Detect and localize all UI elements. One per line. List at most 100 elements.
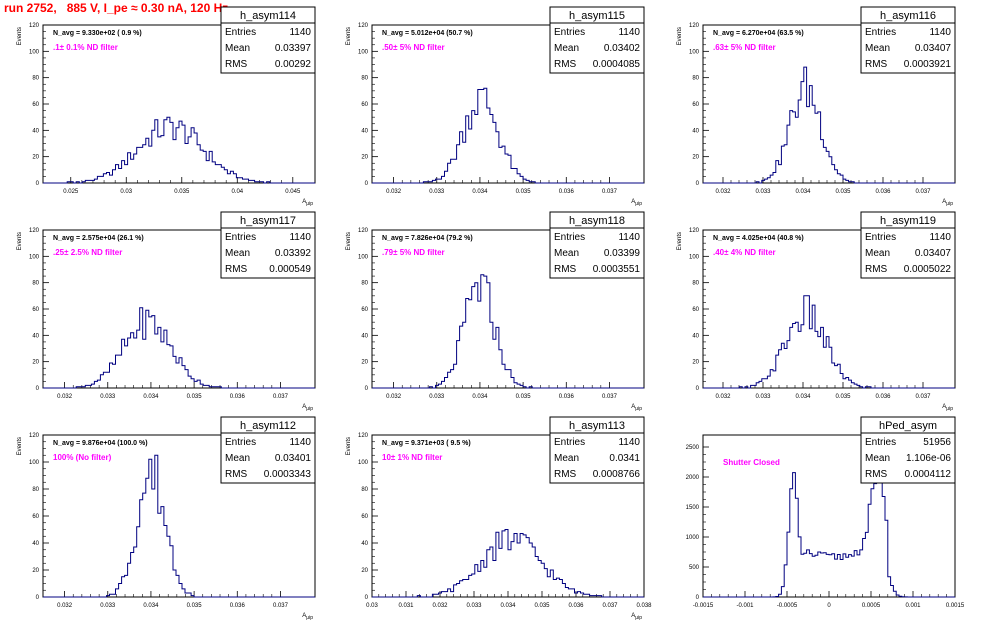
x-axis-label-subscript: μip <box>635 406 642 412</box>
stats-value-rms: 0.0005022 <box>904 264 952 275</box>
x-axis-label: Aμip <box>631 613 642 621</box>
x-tick-label: 0.034 <box>143 394 159 400</box>
x-tick-label: 0.035 <box>187 394 203 400</box>
histogram-panel-h_asym114: 0 20 40 60 80 100 120 0.025 0.03 0.035 0.04 0.045 Ev… <box>17 6 316 207</box>
stats-label-entries: Entries <box>554 232 585 243</box>
stats-label-mean: Mean <box>225 43 250 54</box>
x-tick-label: 0.03 <box>120 189 132 195</box>
stats-label-mean: Mean <box>225 248 250 259</box>
x-tick-label: 0.037 <box>273 603 289 609</box>
x-tick-label: 0.038 <box>636 603 652 609</box>
stats-label-entries: Entries <box>865 232 896 243</box>
stats-value-entries: 1140 <box>929 27 951 38</box>
navg-label: N_avg = 5.012e+04 (50.7 %) <box>382 30 473 37</box>
x-tick-label: 0.032 <box>57 394 73 400</box>
y-tick-label: 120 <box>29 433 40 439</box>
y-tick-label: 80 <box>361 76 368 82</box>
x-axis-label: Aμip <box>631 199 642 207</box>
y-tick-label: 20 <box>692 360 699 366</box>
y-tick-label: 40 <box>32 541 39 547</box>
x-axis-label-subscript: μip <box>946 406 953 412</box>
histogram-line <box>372 529 644 598</box>
y-tick-label: 0 <box>696 181 700 187</box>
x-tick-label: 0.034 <box>472 394 488 400</box>
stats-box-title: h_asym117 <box>240 215 296 227</box>
y-tick-label: 100 <box>358 460 369 466</box>
histogram-line <box>372 274 644 389</box>
x-tick-label: 0.04 <box>231 189 243 195</box>
stats-value-entries: 1140 <box>289 27 311 38</box>
y-tick-label: 0 <box>36 386 40 392</box>
stats-value-mean: 0.03399 <box>604 248 641 259</box>
navg-label: N_avg = 2.575e+04 (26.1 %) <box>53 235 144 242</box>
x-tick-label: 0.032 <box>432 603 448 609</box>
histogram-line <box>43 307 315 389</box>
annotation-label: .25± 2.5% ND filter <box>53 248 122 257</box>
y-tick-label: 100 <box>29 49 40 55</box>
stats-value-entries: 1140 <box>289 437 311 448</box>
stats-label-mean: Mean <box>554 43 579 54</box>
x-tick-label: 0.035 <box>516 394 532 400</box>
stats-label-entries: Entries <box>554 437 585 448</box>
stats-label-rms: RMS <box>225 59 248 70</box>
stats-value-entries: 1140 <box>289 232 311 243</box>
x-tick-label: 0.033 <box>429 189 445 195</box>
x-tick-label: 0.037 <box>915 189 931 195</box>
stats-value-entries: 1140 <box>618 27 640 38</box>
y-tick-label: 100 <box>358 49 369 55</box>
stats-value-rms: 0.0004085 <box>593 59 641 70</box>
x-tick-label: 0.037 <box>915 394 931 400</box>
y-tick-label: 0 <box>36 181 40 187</box>
navg-label: N_avg = 9.371e+03 ( 9.5 %) <box>382 440 471 447</box>
y-tick-label: 120 <box>689 23 700 29</box>
x-tick-label: 0.036 <box>875 394 891 400</box>
y-tick-label: 120 <box>29 23 40 29</box>
stats-box <box>220 6 316 74</box>
x-tick-label: 0.035 <box>835 189 851 195</box>
stats-value-rms: 0.0008766 <box>593 469 641 480</box>
stats-label-mean: Mean <box>865 453 890 464</box>
x-axis-label-subscript: μip <box>946 201 953 207</box>
y-tick-label: 20 <box>32 568 39 574</box>
stats-value-rms: 0.00292 <box>275 59 312 70</box>
x-tick-label: 0.037 <box>273 394 289 400</box>
x-tick-label: 0.001 <box>905 603 921 609</box>
x-tick-label: 0.034 <box>795 394 811 400</box>
histogram-line <box>703 295 955 389</box>
y-tick-label: 60 <box>32 514 39 520</box>
y-tick-label: 120 <box>358 23 369 29</box>
stats-value-mean: 0.03392 <box>275 248 312 259</box>
y-tick-label: 80 <box>692 76 699 82</box>
stats-box-title: h_asym115 <box>569 10 625 22</box>
y-tick-label: 60 <box>361 102 368 108</box>
x-tick-label: 0.036 <box>568 603 584 609</box>
x-tick-label: 0.0005 <box>862 603 881 609</box>
stats-value-entries: 1140 <box>929 232 951 243</box>
stats-box <box>549 416 645 484</box>
y-tick-label: 0 <box>365 386 369 392</box>
x-tick-label: 0.032 <box>715 189 731 195</box>
x-axis-label-subscript: μip <box>306 201 313 207</box>
stats-label-rms: RMS <box>865 469 888 480</box>
y-axis-label: Events <box>17 232 23 250</box>
y-axis-label: Events <box>17 27 23 45</box>
histogram-line <box>43 116 315 184</box>
stats-label-entries: Entries <box>865 437 896 448</box>
navg-label: N_avg = 9.330e+02 ( 0.9 %) <box>53 30 142 37</box>
annotation-label: .1± 0.1% ND filter <box>53 43 118 52</box>
annotation-label: .50± 5% ND filter <box>382 43 445 52</box>
stats-value-rms: 0.000549 <box>269 264 311 275</box>
y-tick-label: 2000 <box>686 475 700 481</box>
stats-value-entries: 51956 <box>923 437 951 448</box>
annotation-label: .40± 4% ND filter <box>713 248 776 257</box>
x-tick-label: 0.036 <box>875 189 891 195</box>
x-axis-label: Aμip <box>631 404 642 412</box>
x-tick-label: 0.036 <box>559 189 575 195</box>
navg-label: N_avg = 7.826e+04 (79.2 %) <box>382 235 473 242</box>
x-axis-label: Aμip <box>302 404 313 412</box>
stats-value-mean: 1.106e-06 <box>906 453 951 464</box>
histogram-panel-h_asym117: 0 20 40 60 80 100 120 0.032 0.033 0.034 0.035 0.036… <box>17 211 316 412</box>
histogram-panel-h_asym118: 0 20 40 60 80 100 120 0.032 0.033 0.034 0.035 0.036… <box>346 211 645 412</box>
stats-box <box>860 416 956 484</box>
stats-label-rms: RMS <box>554 469 577 480</box>
